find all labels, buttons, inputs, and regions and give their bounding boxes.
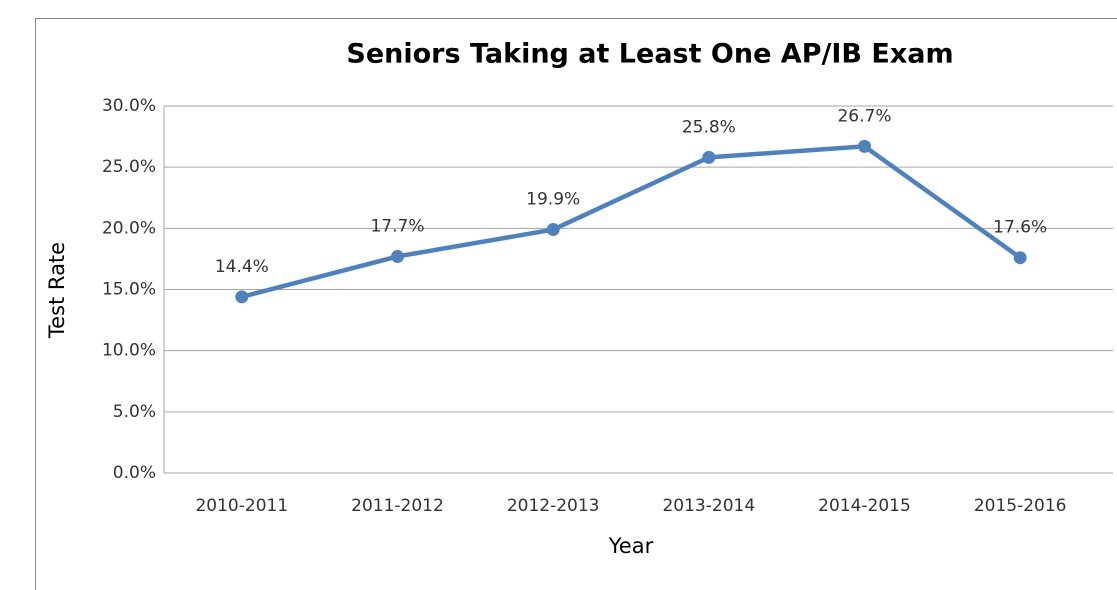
data-point xyxy=(1013,251,1027,265)
data-point xyxy=(546,223,560,237)
data-point xyxy=(235,290,249,304)
data-label: 14.4% xyxy=(215,257,269,277)
data-label: 19.9% xyxy=(526,190,580,210)
x-tick-label: 2012-2013 xyxy=(507,496,600,516)
x-tick-label: 2010-2011 xyxy=(195,496,288,516)
x-tick-label: 2015-2016 xyxy=(974,496,1067,516)
y-tick-label: 5.0% xyxy=(113,402,156,422)
chart-title: Seniors Taking at Least One AP/IB Exam xyxy=(346,39,953,70)
y-tick-label: 10.0% xyxy=(102,341,156,361)
series-line xyxy=(241,144,1022,300)
y-tick-label: 15.0% xyxy=(102,280,156,300)
x-tick-label: 2013-2014 xyxy=(662,496,755,516)
data-point xyxy=(702,150,716,164)
y-tick-label: 0.0% xyxy=(113,463,156,483)
y-tick-label: 25.0% xyxy=(102,157,156,177)
y-tick-label: 20.0% xyxy=(102,218,156,238)
data-label: 26.7% xyxy=(837,106,891,126)
data-label: 25.8% xyxy=(682,117,736,137)
y-axis-label: Test Rate xyxy=(45,242,69,339)
chart-border xyxy=(35,18,1117,590)
x-tick-label: 2014-2015 xyxy=(818,496,911,516)
data-point xyxy=(391,249,404,263)
x-axis-label: Year xyxy=(608,534,654,558)
x-tick-label: 2011-2012 xyxy=(351,496,444,516)
data-label: 17.7% xyxy=(370,216,424,236)
data-point xyxy=(858,139,871,153)
data-label: 17.6% xyxy=(993,218,1047,238)
y-tick-label: 30.0% xyxy=(102,96,156,116)
